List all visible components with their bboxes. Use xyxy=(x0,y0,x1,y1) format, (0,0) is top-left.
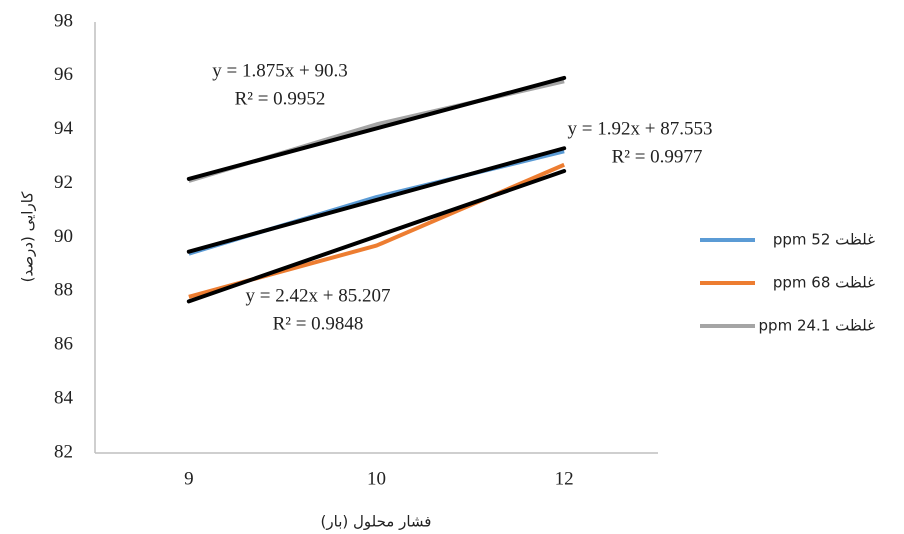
y-tick-label: 94 xyxy=(54,118,74,139)
legend-label: غلظت 52 ppm xyxy=(773,231,875,249)
y-tick-label: 88 xyxy=(54,280,73,301)
legend-label: غلظت 68 ppm xyxy=(773,274,875,292)
legend-label: غلظت 24.1 ppm xyxy=(759,317,876,335)
trendline xyxy=(186,75,567,181)
y-tick-label: 86 xyxy=(54,334,73,355)
x-tick-label: 9 xyxy=(184,468,194,489)
trendline-equation: y = 2.42x + 85.207 xyxy=(246,285,391,306)
x-tick-label: 10 xyxy=(367,468,386,489)
y-tick-label: 90 xyxy=(54,226,73,247)
y-tick-label: 92 xyxy=(54,172,73,193)
y-tick-label: 82 xyxy=(54,441,73,462)
trendline-equation: y = 1.92x + 87.553 xyxy=(568,118,713,139)
y-tick-label: 84 xyxy=(54,387,74,408)
y-tick-label: 98 xyxy=(54,10,73,31)
series-line xyxy=(188,162,565,299)
trendline-r2: R² = 0.9977 xyxy=(612,146,703,167)
trendline xyxy=(186,169,567,304)
trendline-r2: R² = 0.9848 xyxy=(273,313,364,334)
y-tick-label: 96 xyxy=(54,64,73,85)
trendline xyxy=(186,146,567,254)
x-axis-label: فشار محلول (بار) xyxy=(321,513,432,531)
y-axis-label: کارایی (درصد) xyxy=(19,191,37,283)
x-tick-label: 12 xyxy=(555,468,574,489)
trendline-equation: y = 1.875x + 90.3 xyxy=(212,60,347,81)
trendline-r2: R² = 0.9952 xyxy=(235,88,326,109)
